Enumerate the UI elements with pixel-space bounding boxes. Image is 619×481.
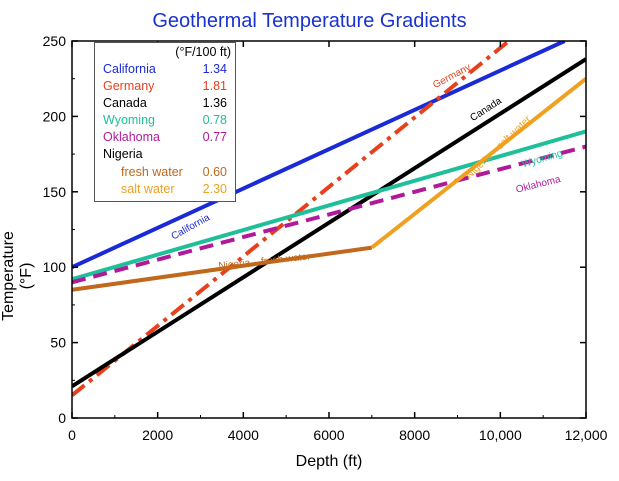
legend-item: Germany 1.81 bbox=[103, 79, 231, 96]
y-tick-label: 100 bbox=[43, 259, 67, 275]
series-label: Wyoming bbox=[521, 148, 564, 170]
y-axis-label: Temperature (°F) bbox=[0, 231, 35, 321]
legend-value: 0.77 bbox=[202, 130, 227, 144]
series-line bbox=[72, 245, 373, 292]
legend-name: Nigeria bbox=[103, 147, 143, 161]
series-label: Canada bbox=[468, 95, 504, 124]
series-line bbox=[72, 41, 566, 270]
legend-item: fresh water 0.60 bbox=[103, 165, 231, 182]
y-tick-label: 0 bbox=[58, 410, 66, 426]
series-label: Nigeria – fresh water bbox=[218, 251, 312, 272]
legend-value: 1.81 bbox=[202, 79, 227, 93]
legend-header: (°F/100 ft) bbox=[175, 45, 231, 59]
legend-item: Canada 1.36 bbox=[103, 96, 231, 113]
legend-name: fresh water bbox=[121, 165, 183, 179]
x-tick-label: 4000 bbox=[228, 427, 259, 443]
series-label: Oklahoma bbox=[515, 174, 562, 196]
series-line bbox=[72, 144, 586, 285]
series-label: California bbox=[170, 212, 213, 242]
x-tick-label: 2000 bbox=[142, 427, 173, 443]
legend-value: 0.60 bbox=[202, 165, 227, 179]
y-tick-label: 150 bbox=[43, 184, 67, 200]
legend-name: Germany bbox=[103, 79, 155, 93]
legend-value: 2.30 bbox=[202, 182, 227, 196]
legend-name: Canada bbox=[103, 96, 147, 110]
legend-name: Wyoming bbox=[103, 113, 155, 127]
legend-name: Oklahoma bbox=[103, 130, 160, 144]
chart-title: Geothermal Temperature Gradients bbox=[152, 10, 467, 32]
legend-item: salt water 2.30 bbox=[103, 182, 231, 199]
legend-value: 1.36 bbox=[202, 96, 227, 110]
legend-item: California 1.34 bbox=[103, 62, 231, 79]
series-line bbox=[72, 129, 586, 282]
x-tick-label: 6000 bbox=[313, 427, 344, 443]
legend-value: 0.78 bbox=[202, 113, 227, 127]
legend-value: 1.34 bbox=[202, 62, 227, 76]
legend: (°F/100 ft) California 1.34 Germany 1.81… bbox=[94, 42, 236, 202]
series-line bbox=[72, 57, 586, 389]
y-tick-label: 50 bbox=[50, 335, 66, 351]
legend-item: Oklahoma 0.77 bbox=[103, 130, 231, 147]
x-tick-label: 10,000 bbox=[479, 427, 522, 443]
x-tick-label: 12,000 bbox=[565, 427, 608, 443]
x-tick-label: 8000 bbox=[399, 427, 430, 443]
x-tick-label: 0 bbox=[68, 427, 76, 443]
y-tick-label: 250 bbox=[43, 33, 67, 49]
y-tick-label: 200 bbox=[43, 108, 67, 124]
legend-item: Wyoming 0.78 bbox=[103, 113, 231, 130]
x-axis-label: Depth (ft) bbox=[295, 453, 363, 470]
legend-name: salt water bbox=[121, 182, 175, 196]
legend-name: California bbox=[103, 62, 156, 76]
legend-item: Nigeria bbox=[103, 147, 231, 164]
series-line bbox=[370, 77, 586, 250]
